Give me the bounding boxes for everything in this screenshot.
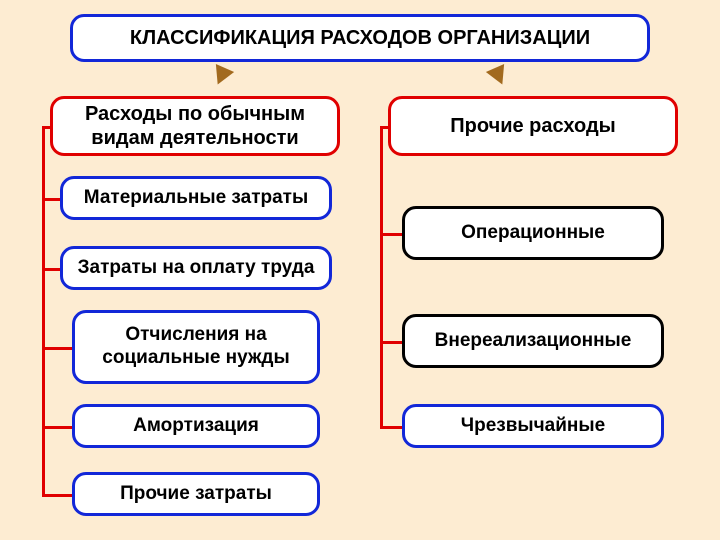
left-item-0: Материальные затраты (60, 176, 332, 220)
arrow-icon (209, 64, 235, 89)
left-item-1: Затраты на оплату труда (60, 246, 332, 290)
left-category-header: Расходы по обычным видам деятельности (50, 96, 340, 156)
right-item-1: Внереализационные (402, 314, 664, 368)
connector-horizontal (42, 347, 72, 350)
connector-horizontal (380, 426, 402, 429)
connector-horizontal (380, 233, 402, 236)
right-category-header: Прочие расходы (388, 96, 678, 156)
title-box: КЛАССИФИКАЦИЯ РАСХОДОВ ОРГАНИЗАЦИИ (70, 14, 650, 62)
right-item-2: Чрезвычайные (402, 404, 664, 448)
connector-horizontal (380, 126, 388, 129)
right-item-0: Операционные (402, 206, 664, 260)
connector-horizontal (380, 341, 402, 344)
left-item-2: Отчисления на социальные нужды (72, 310, 320, 384)
connector-horizontal (42, 126, 50, 129)
arrow-icon (486, 64, 512, 89)
connector-horizontal (42, 426, 72, 429)
left-item-3: Амортизация (72, 404, 320, 448)
connector-vertical (42, 126, 45, 494)
connector-horizontal (42, 494, 72, 497)
connector-vertical (380, 126, 383, 426)
connector-horizontal (42, 268, 60, 271)
left-item-4: Прочие затраты (72, 472, 320, 516)
connector-horizontal (42, 198, 60, 201)
